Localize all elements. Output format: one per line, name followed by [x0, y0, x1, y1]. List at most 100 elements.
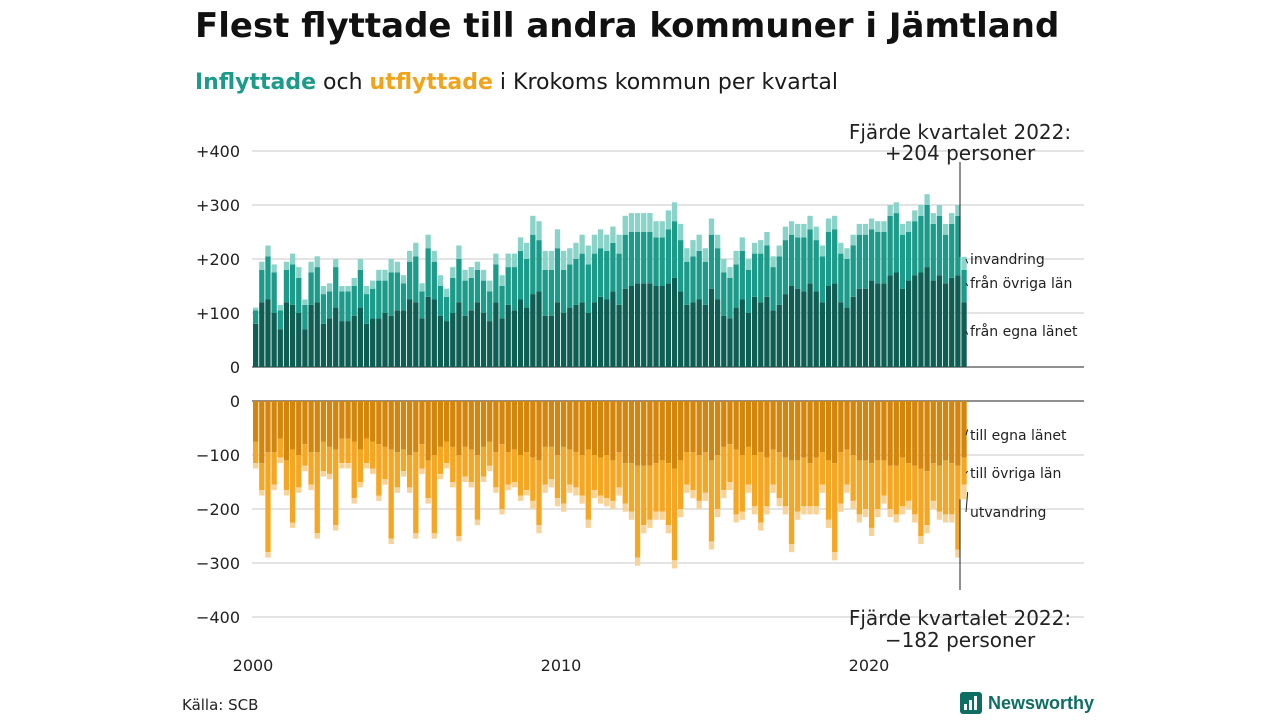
- bar-out-egna: [413, 401, 419, 453]
- bar-out-egna: [320, 401, 327, 442]
- bar-out-egna: [825, 401, 832, 461]
- bar-in-egna: [702, 304, 708, 367]
- bar-out-egna: [302, 401, 308, 445]
- bar-out-egna: [419, 401, 425, 445]
- bar-in-ovriga: [474, 269, 481, 303]
- bar-out-ovriga: [517, 455, 524, 496]
- bar-out-utvandring: [320, 471, 327, 477]
- bar-in-ovriga: [357, 269, 364, 308]
- bar-in-invandring: [474, 261, 481, 270]
- bar-out-ovriga: [955, 465, 961, 550]
- bar-out-utvandring: [739, 511, 745, 520]
- bar-in-ovriga: [407, 261, 413, 300]
- bar-out-ovriga: [795, 460, 801, 512]
- bar-in-invandring: [320, 286, 327, 295]
- bar-out-ovriga: [936, 465, 943, 512]
- bar-in-invandring: [745, 259, 752, 270]
- bar-out-egna: [795, 401, 801, 461]
- bar-out-ovriga: [283, 460, 290, 491]
- bar-out-utvandring: [856, 514, 862, 523]
- bar-in-ovriga: [949, 223, 955, 278]
- bar-out-egna: [782, 401, 789, 458]
- bar-in-egna: [419, 318, 425, 367]
- bar-out-ovriga: [363, 438, 370, 464]
- legend-label-in: från övriga län: [970, 275, 1072, 292]
- bar-out-egna: [751, 401, 758, 455]
- bar-in-egna: [314, 302, 320, 367]
- bar-out-utvandring: [764, 506, 770, 515]
- bar-in-egna: [647, 283, 653, 367]
- legend-leader-line: [965, 429, 969, 436]
- bar-in-ovriga: [782, 240, 789, 295]
- bar-in-ovriga: [499, 286, 505, 319]
- top-ytick-label: 0: [230, 358, 240, 377]
- bar-in-egna: [604, 299, 610, 367]
- bar-in-egna: [370, 318, 376, 367]
- bar-out-egna: [955, 401, 961, 466]
- bar-in-ovriga: [733, 264, 739, 308]
- top-ytick-label: +400: [196, 142, 240, 161]
- bar-in-egna: [678, 291, 684, 367]
- bar-in-invandring: [419, 283, 425, 292]
- bar-out-egna: [407, 401, 413, 455]
- bar-in-invandring: [776, 245, 782, 257]
- legend-label-out: till egna länet: [970, 428, 1067, 444]
- bar-out-utvandring: [912, 514, 918, 523]
- bar-out-ovriga: [875, 460, 881, 509]
- bar-in-ovriga: [388, 272, 394, 316]
- bar-out-utvandring: [807, 506, 813, 515]
- bar-out-utvandring: [628, 511, 635, 520]
- bar-out-ovriga: [721, 446, 727, 491]
- bar-in-egna: [899, 288, 906, 367]
- xtick-label: 2010: [541, 656, 582, 675]
- bar-out-egna: [850, 401, 856, 455]
- bar-out-egna: [517, 401, 524, 455]
- bar-out-utvandring: [819, 484, 826, 493]
- bar-in-ovriga: [554, 248, 561, 303]
- bar-out-ovriga: [727, 444, 733, 482]
- bar-in-egna: [357, 307, 364, 367]
- bar-out-utvandring: [253, 463, 259, 469]
- bar-out-utvandring: [690, 490, 696, 499]
- bar-out-utvandring: [517, 495, 524, 501]
- bar-in-egna: [407, 299, 413, 367]
- bar-in-invandring: [653, 221, 659, 238]
- bar-out-egna: [326, 401, 333, 447]
- bar-in-invandring: [302, 299, 308, 305]
- bar-out-ovriga: [314, 452, 320, 534]
- bar-in-egna: [271, 313, 277, 367]
- bar-in-ovriga: [813, 240, 819, 292]
- bar-in-egna: [875, 283, 881, 367]
- bar-out-utvandring: [869, 527, 875, 536]
- bar-out-egna: [333, 401, 339, 450]
- bar-in-invandring: [493, 253, 499, 265]
- bar-in-invandring: [832, 215, 838, 230]
- bar-in-invandring: [487, 280, 493, 292]
- bar-in-egna: [437, 315, 444, 367]
- bar-out-ovriga: [511, 449, 518, 482]
- bar-in-egna: [856, 288, 862, 367]
- bar-out-utvandring: [400, 471, 407, 477]
- bar-in-invandring: [955, 205, 961, 216]
- bar-in-invandring: [499, 275, 505, 286]
- bar-out-utvandring: [339, 463, 345, 469]
- bar-out-ovriga: [610, 460, 616, 501]
- bar-in-ovriga: [597, 248, 604, 297]
- bar-out-egna: [554, 401, 561, 455]
- bar-in-invandring: [813, 226, 819, 241]
- bar-out-ovriga: [450, 446, 456, 482]
- bar-in-egna: [727, 318, 733, 367]
- top-ytick-label: +200: [196, 250, 240, 269]
- bar-out-egna: [579, 401, 585, 455]
- bar-in-egna: [715, 299, 721, 367]
- bar-in-invandring: [912, 210, 918, 222]
- bar-in-invandring: [788, 221, 795, 235]
- bar-out-egna: [912, 401, 918, 466]
- bar-out-egna: [296, 401, 302, 455]
- bar-out-utvandring: [696, 500, 702, 509]
- bar-in-ovriga: [610, 242, 616, 292]
- bar-out-ovriga: [524, 452, 530, 491]
- bar-in-egna: [505, 304, 511, 367]
- bar-in-invandring: [413, 242, 419, 257]
- bar-in-invandring: [259, 261, 265, 270]
